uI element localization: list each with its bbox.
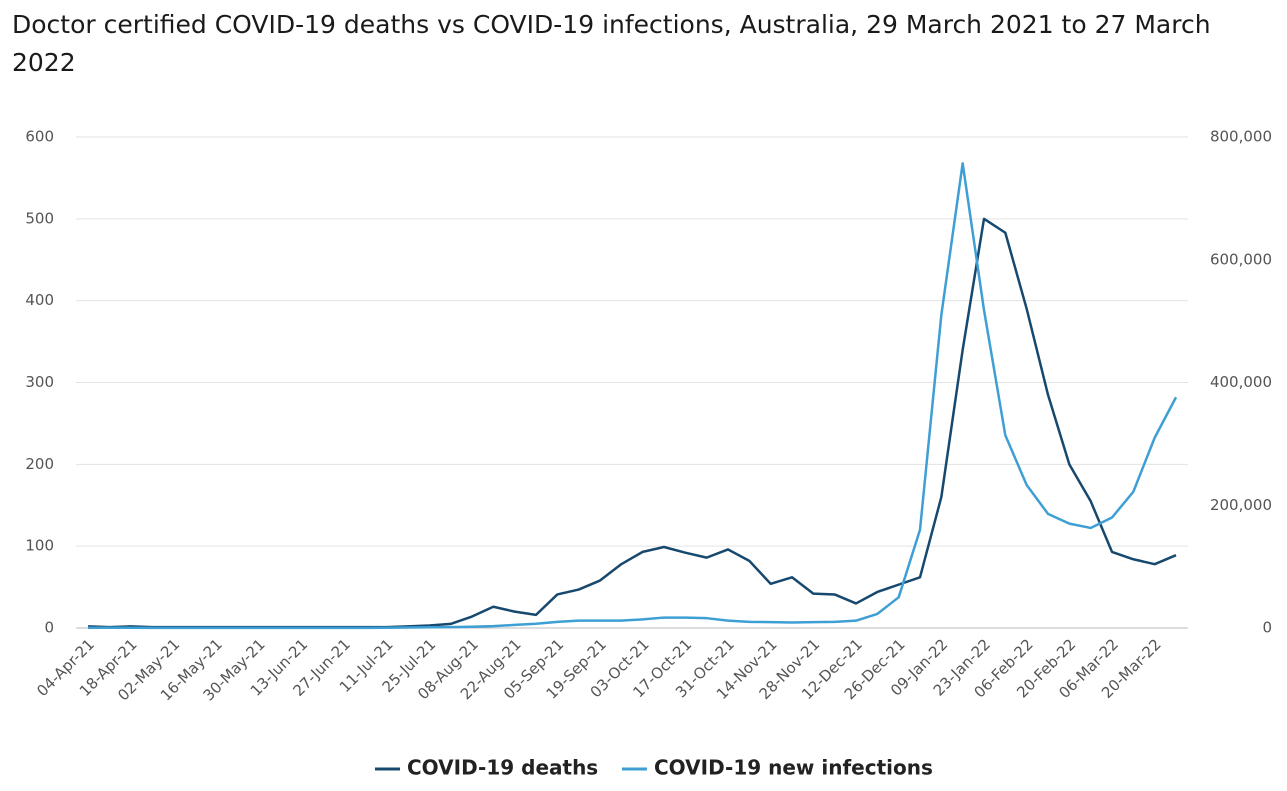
- y-tick-label: 400: [25, 291, 54, 309]
- legend-label: COVID-19 deaths: [407, 756, 598, 780]
- y2-tick-label: 200,000: [1210, 496, 1272, 514]
- series-line: [87, 162, 1178, 630]
- y-tick-label: 300: [25, 373, 54, 391]
- series-line: [87, 217, 1177, 629]
- chart-title: Doctor certified COVID-19 deaths vs COVI…: [12, 10, 1211, 77]
- y2-tick-label: 400,000: [1210, 373, 1272, 391]
- y-tick-label: 200: [25, 455, 54, 473]
- y-tick-label: 500: [25, 209, 54, 227]
- y-tick-label: 100: [25, 537, 54, 555]
- legend-label: COVID-19 new infections: [654, 756, 933, 780]
- y2-tick-label: 0: [1262, 619, 1272, 637]
- y-tick-label: 0: [44, 619, 54, 637]
- y2-tick-label: 600,000: [1210, 250, 1272, 268]
- y-tick-label: 600: [25, 128, 54, 146]
- y2-tick-label: 800,000: [1210, 128, 1272, 146]
